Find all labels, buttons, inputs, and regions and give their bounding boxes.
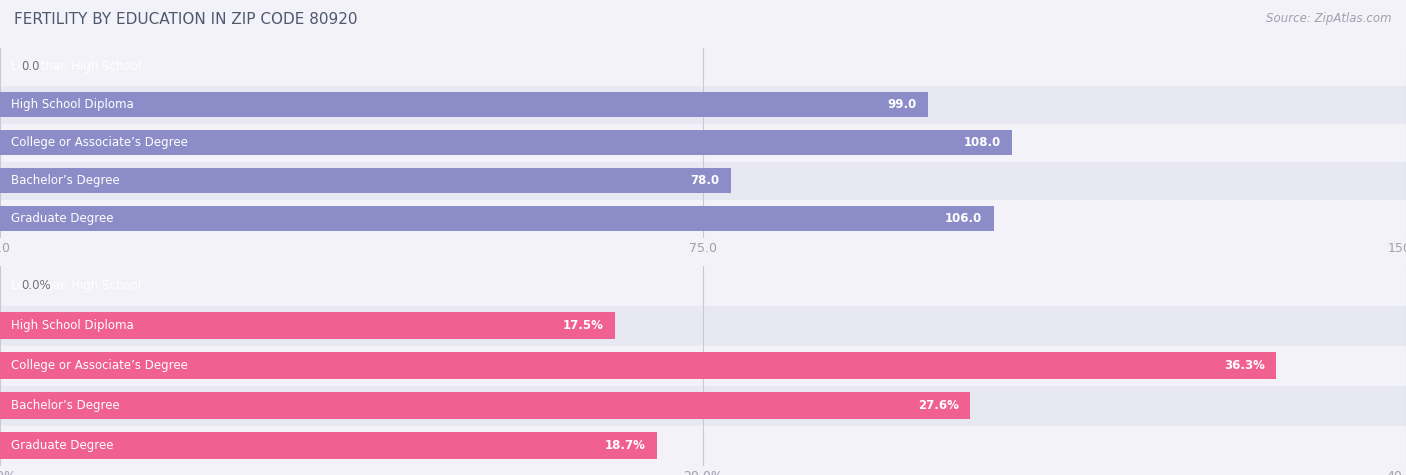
- Text: Less than High School: Less than High School: [11, 279, 141, 293]
- Text: College or Associate’s Degree: College or Associate’s Degree: [11, 136, 188, 149]
- Bar: [0, 352, 1277, 380]
- Text: 108.0: 108.0: [965, 136, 1001, 149]
- Text: 78.0: 78.0: [690, 174, 720, 187]
- Bar: [0, 130, 1012, 155]
- Text: 17.5%: 17.5%: [562, 319, 605, 332]
- Text: 27.6%: 27.6%: [918, 399, 959, 412]
- Text: 99.0: 99.0: [887, 98, 917, 111]
- Bar: [0, 306, 1406, 346]
- Text: Less than High School: Less than High School: [11, 60, 141, 73]
- Text: Graduate Degree: Graduate Degree: [11, 439, 114, 452]
- Bar: [0, 432, 657, 459]
- Bar: [0, 346, 1406, 386]
- Text: College or Associate’s Degree: College or Associate’s Degree: [11, 359, 188, 372]
- Bar: [0, 206, 994, 231]
- Bar: [0, 168, 731, 193]
- Text: Bachelor’s Degree: Bachelor’s Degree: [11, 174, 120, 187]
- Bar: [0, 200, 1406, 238]
- Bar: [0, 86, 1406, 124]
- Text: 0.0: 0.0: [21, 60, 39, 73]
- Text: 0.0%: 0.0%: [21, 279, 51, 293]
- Text: High School Diploma: High School Diploma: [11, 319, 134, 332]
- Text: Graduate Degree: Graduate Degree: [11, 212, 114, 225]
- Text: High School Diploma: High School Diploma: [11, 98, 134, 111]
- Text: 36.3%: 36.3%: [1223, 359, 1265, 372]
- Bar: [0, 92, 928, 117]
- Bar: [0, 312, 616, 340]
- Bar: [0, 426, 1406, 466]
- Bar: [0, 48, 1406, 86]
- Text: FERTILITY BY EDUCATION IN ZIP CODE 80920: FERTILITY BY EDUCATION IN ZIP CODE 80920: [14, 12, 357, 27]
- Text: Bachelor’s Degree: Bachelor’s Degree: [11, 399, 120, 412]
- Text: 106.0: 106.0: [945, 212, 983, 225]
- Bar: [0, 386, 1406, 426]
- Bar: [0, 162, 1406, 199]
- Bar: [0, 392, 970, 419]
- Bar: [0, 266, 1406, 306]
- Text: Source: ZipAtlas.com: Source: ZipAtlas.com: [1267, 12, 1392, 25]
- Bar: [0, 124, 1406, 162]
- Text: 18.7%: 18.7%: [605, 439, 645, 452]
